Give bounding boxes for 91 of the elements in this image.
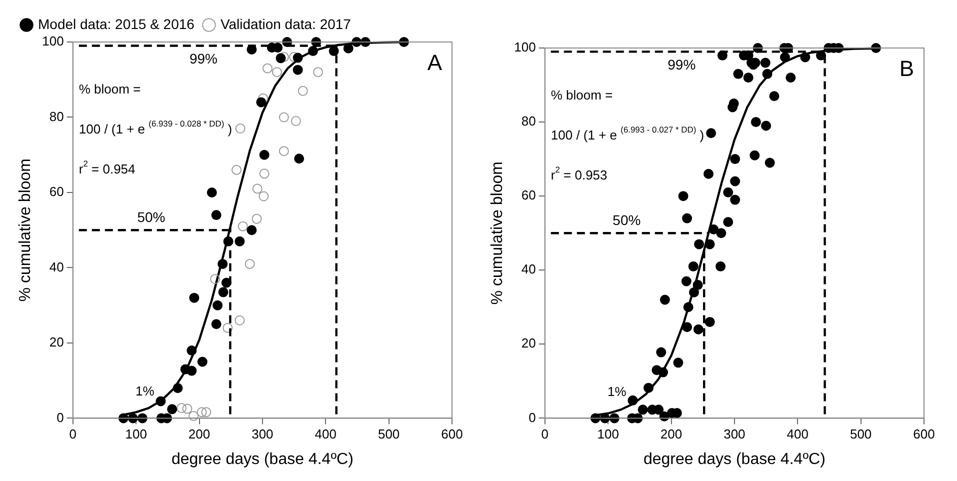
point [298, 86, 308, 96]
x-tick-label: 400 [786, 426, 808, 442]
point [186, 345, 197, 356]
x-tick-label: 200 [188, 426, 210, 442]
annotation: % bloom = [550, 88, 613, 103]
point [343, 43, 354, 54]
x-tick-label: 0 [541, 426, 549, 442]
point [252, 214, 262, 224]
point [244, 258, 255, 269]
point [218, 287, 228, 298]
x-tick-label: 300 [252, 426, 274, 442]
point [235, 124, 246, 134]
y-axis-title: % cumulative bloom [17, 158, 34, 302]
annotation: A [427, 50, 442, 76]
point [188, 410, 199, 421]
legend-label: Validation data: 2017 [220, 16, 352, 32]
point [234, 236, 245, 246]
point [259, 150, 270, 160]
point [186, 366, 197, 376]
point [197, 356, 208, 367]
y-tick-label: 20 [49, 334, 64, 350]
ref-line-label: 99% [668, 56, 696, 73]
x-tick-label: 0 [69, 426, 77, 442]
point [176, 403, 187, 414]
annotation: 100 / (1 + e (6.993 - 0.027 * DD) ) [550, 124, 704, 143]
annotation: 1% [136, 383, 155, 398]
point [156, 396, 166, 406]
point [262, 63, 272, 74]
x-axis-title: degree days (base 4.4ºC) [643, 450, 826, 468]
point [222, 322, 233, 333]
y-tick-label: 100 [514, 40, 536, 55]
point [258, 93, 268, 104]
x-axis-title: degree days (base 4.4ºC) [171, 450, 354, 468]
x-tick-label: 500 [850, 426, 872, 442]
point [313, 67, 324, 78]
x-tick-label: 300 [724, 426, 746, 442]
ref-line-label: 50% [137, 208, 166, 225]
point [256, 97, 266, 108]
point [232, 164, 242, 175]
y-tick-label: 40 [49, 259, 64, 274]
point [276, 53, 286, 64]
point [206, 187, 217, 198]
y-tick-label: 60 [49, 184, 64, 200]
annotation: % bloom = [78, 82, 141, 97]
x-tick-label: 500 [378, 426, 400, 442]
point [252, 184, 262, 194]
point [189, 292, 200, 303]
point [278, 146, 289, 156]
point [272, 67, 282, 78]
y-tick-label: 60 [521, 188, 536, 203]
point [218, 258, 228, 269]
point [211, 319, 222, 330]
point [259, 168, 270, 179]
annotation: B [899, 56, 914, 82]
ref-line-label: 50% [612, 212, 641, 228]
point [210, 274, 220, 284]
point [234, 315, 245, 326]
point [196, 407, 207, 418]
point [292, 52, 303, 63]
point [172, 383, 183, 394]
x-tick-label: 400 [314, 426, 336, 442]
point [308, 46, 318, 56]
ref-line-label: 99% [189, 50, 218, 67]
x-tick-label: 200 [660, 426, 682, 442]
x-tick-label: 100 [125, 426, 147, 442]
y-tick-label: 100 [42, 34, 64, 49]
point [182, 404, 192, 414]
x-tick-label: 600 [913, 426, 935, 442]
point [258, 191, 269, 202]
point [211, 210, 222, 220]
point [167, 404, 178, 414]
y-tick-label: 20 [521, 336, 536, 351]
y-axis-title: % cumulative bloom [489, 162, 506, 305]
point [201, 407, 212, 418]
legend-label: Model data: 2015 & 2016 [38, 16, 195, 32]
y-tick-label: 0 [528, 410, 536, 425]
y-tick-label: 40 [521, 262, 536, 277]
y-tick-label: 80 [49, 108, 64, 124]
point [278, 112, 289, 122]
x-tick-label: 600 [441, 426, 463, 442]
x-tick-label: 100 [597, 426, 619, 442]
point [294, 154, 304, 164]
point [238, 221, 248, 232]
y-tick-label: 80 [521, 114, 536, 129]
annotation: 1% [608, 384, 627, 399]
point [292, 64, 303, 75]
annotation: 100 / (1 + e (6.939 - 0.028 * DD) ) [78, 118, 232, 137]
point [246, 225, 257, 236]
point [212, 300, 223, 310]
point [290, 116, 301, 126]
y-tick-label: 0 [56, 410, 64, 425]
